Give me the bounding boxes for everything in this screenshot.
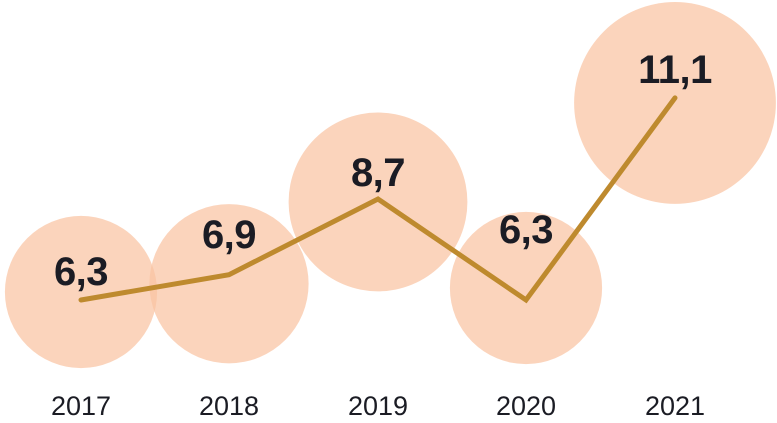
bubble-2018 bbox=[149, 204, 309, 364]
trend-line bbox=[78, 95, 678, 304]
value-label-2020: 6,3 bbox=[499, 208, 553, 252]
year-label-2020: 2020 bbox=[496, 391, 556, 421]
value-label-2017: 6,3 bbox=[54, 250, 108, 294]
year-label-2017: 2017 bbox=[51, 391, 111, 421]
value-label-2021: 11,1 bbox=[638, 48, 712, 92]
value-label-2019: 8,7 bbox=[351, 151, 405, 195]
year-label-2019: 2019 bbox=[348, 391, 408, 421]
bubble-2021 bbox=[574, 2, 776, 204]
year-label-2018: 2018 bbox=[199, 391, 259, 421]
value-label-2018: 6,9 bbox=[202, 213, 256, 257]
year-label-2021: 2021 bbox=[645, 391, 705, 421]
bubble-2017 bbox=[4, 215, 158, 369]
